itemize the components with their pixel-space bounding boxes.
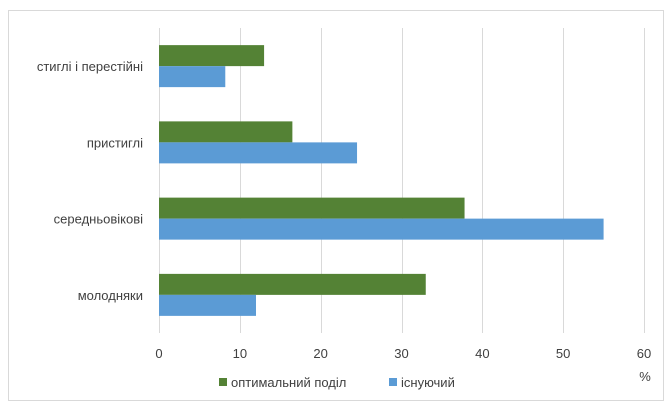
x-tick-label: 50 <box>556 346 570 361</box>
legend-label: існуючий <box>401 375 455 390</box>
legend-label: оптимальний поділ <box>231 375 346 390</box>
bar-optimal <box>159 45 265 67</box>
bar-existing <box>159 142 358 164</box>
x-tick-label: 40 <box>475 346 489 361</box>
category-label: середньовікові <box>54 212 143 227</box>
bar-existing <box>159 66 226 88</box>
category-labels: стиглі і перестійні пристиглі середньовіко… <box>37 59 143 303</box>
legend-swatch <box>389 378 397 386</box>
bar-optimal <box>159 121 293 143</box>
category-label: пристиглі <box>87 135 143 150</box>
legend: оптимальний поділ існуючий <box>219 375 455 390</box>
x-tick-label: 20 <box>313 346 327 361</box>
x-tick-labels: 0 10 20 30 40 50 60 <box>155 346 651 361</box>
x-axis-label: % <box>639 369 651 384</box>
x-tick-label: 60 <box>637 346 651 361</box>
x-tick-label: 30 <box>394 346 408 361</box>
bar-optimal <box>159 197 465 219</box>
category-label: стиглі і перестійні <box>37 59 143 74</box>
bar-existing <box>159 218 604 240</box>
x-tick-label: 10 <box>233 346 247 361</box>
legend-swatch <box>219 378 227 386</box>
bars <box>159 45 604 316</box>
bar-existing <box>159 294 256 316</box>
category-label: молодняки <box>78 288 143 303</box>
x-tick-label: 0 <box>155 346 162 361</box>
bar-optimal <box>159 273 426 295</box>
